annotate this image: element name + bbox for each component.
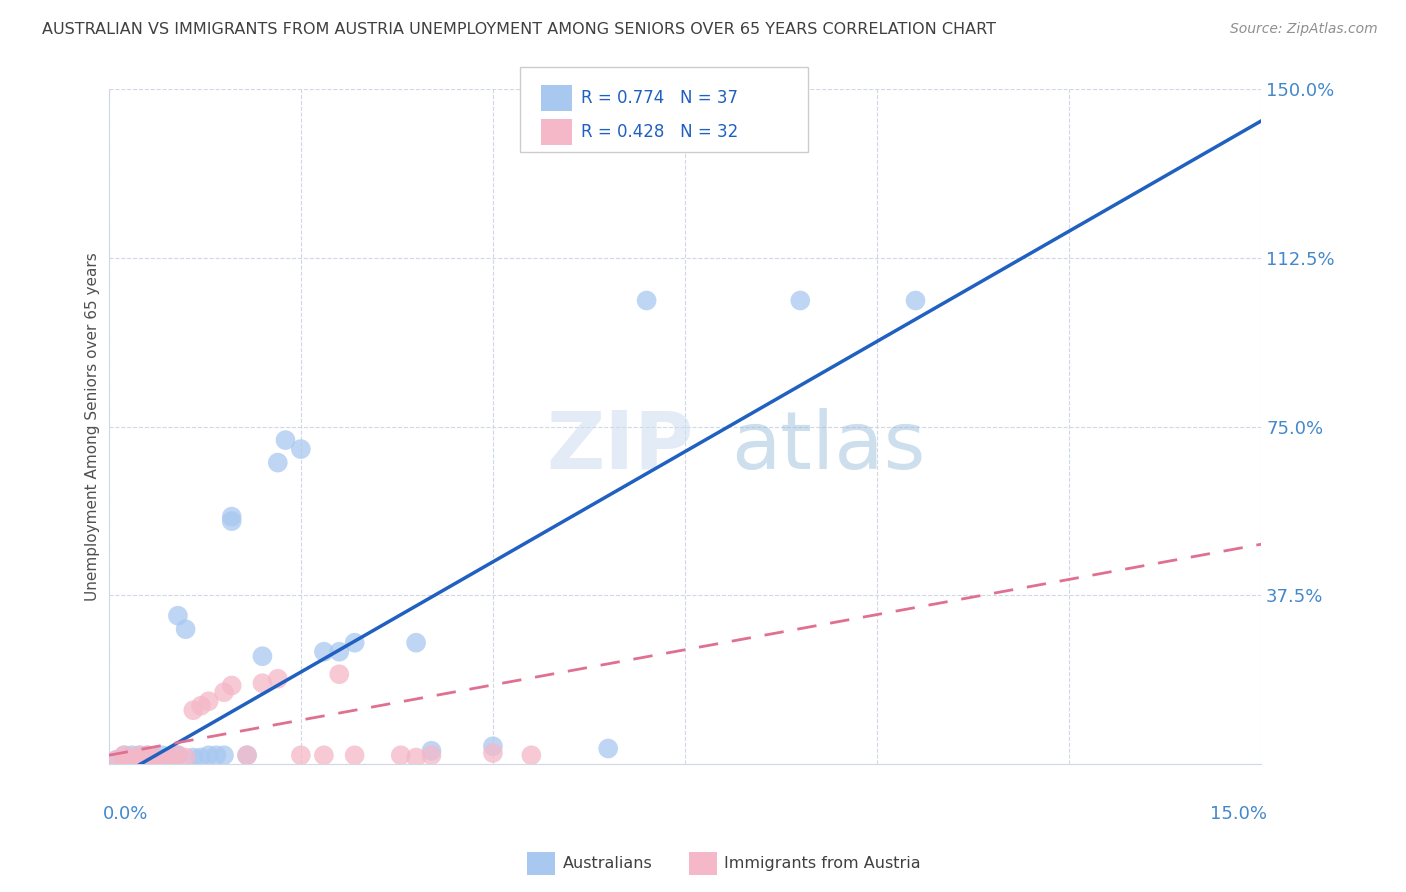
Text: AUSTRALIAN VS IMMIGRANTS FROM AUSTRIA UNEMPLOYMENT AMONG SENIORS OVER 65 YEARS C: AUSTRALIAN VS IMMIGRANTS FROM AUSTRIA UN…	[42, 22, 997, 37]
Point	[136, 748, 159, 763]
Point	[520, 748, 543, 763]
Point	[152, 748, 174, 763]
Point	[212, 748, 235, 763]
Point	[197, 748, 219, 763]
Point	[205, 748, 228, 763]
Text: Immigrants from Austria: Immigrants from Austria	[724, 856, 921, 871]
Point	[789, 293, 811, 308]
Point	[121, 753, 143, 767]
Point	[328, 667, 350, 681]
Point	[181, 703, 204, 717]
Point	[167, 608, 190, 623]
Point	[482, 739, 505, 754]
Point	[221, 514, 243, 528]
Text: Australians: Australians	[562, 856, 652, 871]
Text: R = 0.428   N = 32: R = 0.428 N = 32	[581, 123, 738, 141]
Point	[252, 649, 274, 664]
Point	[112, 748, 135, 763]
Point	[343, 748, 366, 763]
Point	[143, 750, 166, 764]
Point	[328, 645, 350, 659]
Point	[312, 748, 335, 763]
Point	[128, 753, 150, 767]
Point	[197, 694, 219, 708]
Point	[598, 741, 620, 756]
Point	[636, 293, 658, 308]
Point	[121, 753, 143, 767]
Point	[482, 746, 505, 760]
Point	[405, 750, 427, 764]
Text: 15.0%: 15.0%	[1211, 805, 1267, 822]
Point	[221, 678, 243, 692]
Text: R = 0.774   N = 37: R = 0.774 N = 37	[581, 89, 738, 107]
Point	[112, 753, 135, 767]
Point	[904, 293, 927, 308]
Point	[274, 433, 297, 447]
Point	[112, 753, 135, 767]
Point	[236, 748, 259, 763]
Point	[105, 753, 128, 767]
Point	[290, 748, 312, 763]
Text: atlas: atlas	[731, 408, 925, 486]
Point	[420, 744, 443, 758]
Point	[181, 750, 204, 764]
Point	[267, 456, 290, 470]
Text: ZIP: ZIP	[547, 408, 695, 486]
Point	[136, 753, 159, 767]
Point	[128, 753, 150, 767]
Point	[420, 748, 443, 763]
Point	[167, 748, 190, 763]
Point	[405, 636, 427, 650]
Point	[343, 636, 366, 650]
Point	[190, 698, 212, 713]
Point	[174, 622, 197, 636]
Point	[236, 748, 259, 763]
Point	[212, 685, 235, 699]
Point	[267, 672, 290, 686]
Point	[121, 750, 143, 764]
Text: Source: ZipAtlas.com: Source: ZipAtlas.com	[1230, 22, 1378, 37]
Point	[159, 750, 181, 764]
Point	[159, 753, 181, 767]
Point	[152, 753, 174, 767]
Point	[252, 676, 274, 690]
Point	[389, 748, 412, 763]
Point	[136, 748, 159, 763]
Point	[143, 753, 166, 767]
Point	[290, 442, 312, 456]
Text: 0.0%: 0.0%	[103, 805, 149, 822]
Point	[143, 750, 166, 764]
Point	[112, 748, 135, 763]
Point	[190, 750, 212, 764]
Point	[136, 753, 159, 767]
Point	[167, 748, 190, 763]
Point	[312, 645, 335, 659]
Point	[105, 753, 128, 767]
Point	[121, 748, 143, 763]
Point	[174, 750, 197, 764]
Point	[128, 748, 150, 763]
Point	[221, 509, 243, 524]
Y-axis label: Unemployment Among Seniors over 65 years: Unemployment Among Seniors over 65 years	[86, 252, 100, 601]
Point	[128, 748, 150, 763]
